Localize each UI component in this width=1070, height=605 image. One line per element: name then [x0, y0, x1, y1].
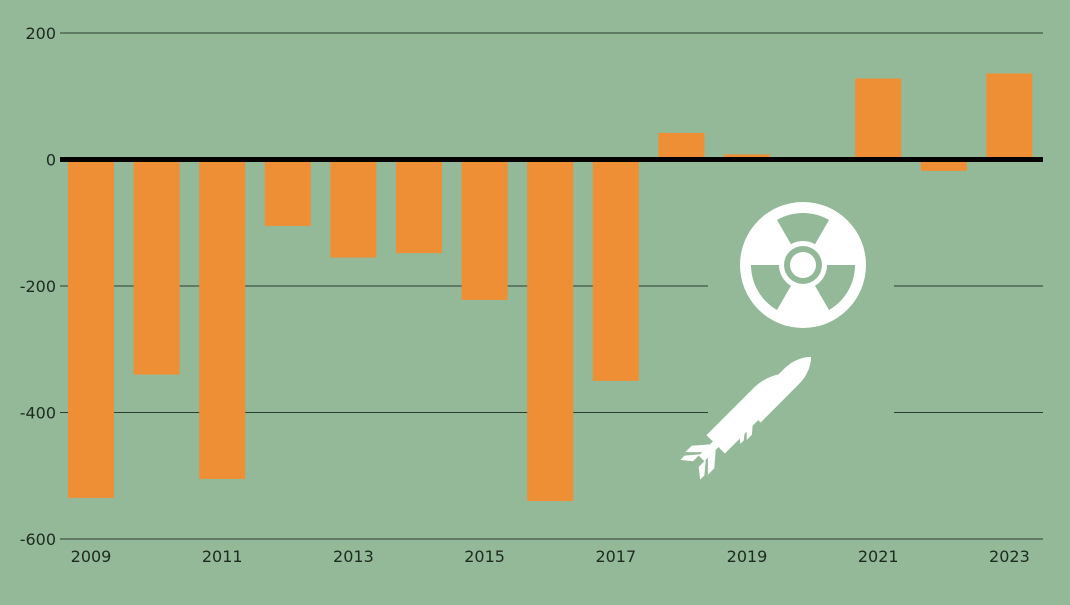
radiation-gap: [777, 213, 829, 245]
bar-2018: [658, 132, 705, 160]
radiation-gap: [815, 265, 855, 311]
y-tick-label: -400: [20, 404, 56, 423]
decorative-icons: [680, 180, 894, 510]
x-tick-label: 2011: [202, 547, 243, 566]
y-axis-tick-labels: 200 0 -200 -400 -600: [20, 24, 56, 549]
y-tick-label: 200: [25, 24, 56, 43]
bar-2010: [133, 159, 180, 375]
x-tick-label: 2023: [989, 547, 1030, 566]
bar-2022: [920, 159, 967, 171]
bar-2023: [986, 73, 1033, 160]
x-axis-tick-labels: 2009 2011 2013 2015 2017 2019 2021 2023: [71, 547, 1030, 566]
bar-2015: [461, 159, 508, 300]
bar-2016: [527, 159, 574, 502]
bars: [68, 73, 1033, 502]
x-tick-label: 2021: [858, 547, 899, 566]
bar-2021: [855, 78, 902, 160]
y-tick-label: -200: [20, 277, 56, 296]
x-tick-label: 2017: [595, 547, 636, 566]
y-tick-label: 0: [46, 151, 56, 170]
radiation-icon: [740, 202, 866, 328]
bar-2017: [592, 159, 639, 381]
bar-2013: [330, 159, 377, 258]
x-tick-label: 2015: [464, 547, 505, 566]
bar-2019: [724, 154, 770, 160]
bar-2014: [396, 159, 442, 254]
x-tick-label: 2019: [727, 547, 768, 566]
radiation-gap: [751, 265, 791, 311]
x-tick-label: 2013: [333, 547, 374, 566]
x-tick-label: 2009: [71, 547, 112, 566]
y-tick-label: -600: [20, 530, 56, 549]
bar-2011: [199, 159, 246, 479]
bar-2012: [264, 159, 311, 226]
bar-2009: [68, 159, 114, 498]
missiles-icon: [680, 356, 812, 480]
